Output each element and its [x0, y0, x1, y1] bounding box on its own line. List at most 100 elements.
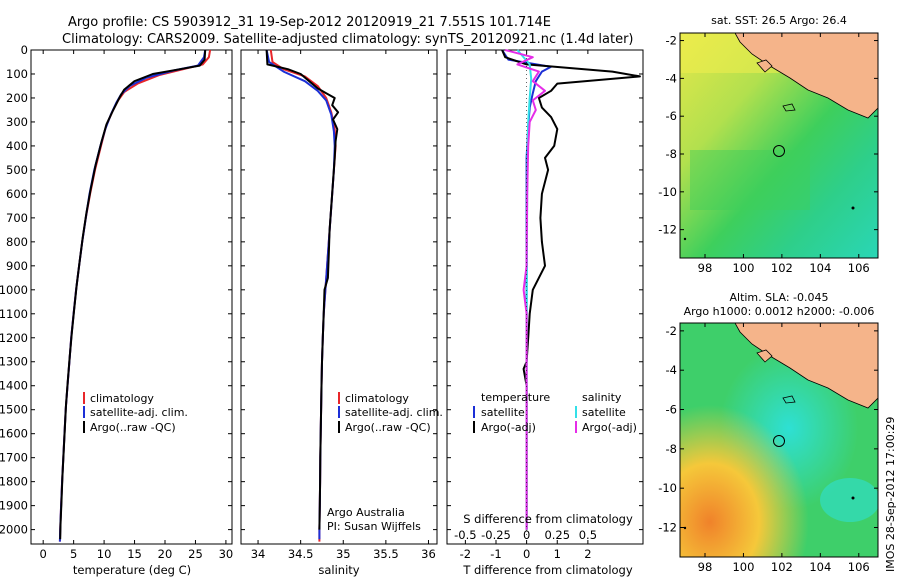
- difference-profile-lines: [501, 49, 641, 544]
- x-tick-label: 0: [523, 547, 530, 561]
- x-tick-label: 5: [70, 547, 77, 561]
- legend-label-t-argo: Argo(-adj): [481, 421, 536, 434]
- salinity-xlabel: salinity: [318, 563, 359, 577]
- map-y-tick-label: -12: [658, 521, 677, 535]
- map-y-tick-label: -6: [666, 403, 677, 417]
- x-tick-label: 34.5: [288, 547, 314, 561]
- sst-map-title: sat. SST: 26.5 Argo: 26.4: [711, 14, 847, 27]
- map-y-tick-label: -2: [666, 34, 677, 48]
- map-y-tick-label: -12: [658, 223, 677, 237]
- attribution-line1: Argo Australia: [327, 506, 405, 519]
- series-line-satellite: [58, 49, 207, 542]
- map-x-tick-label: 106: [848, 560, 870, 574]
- salinity-ticks: 34 34.5 35 35.5 36: [241, 49, 437, 561]
- x-tick-label: 20: [158, 547, 173, 561]
- y-tick-label: 0: [21, 43, 28, 57]
- sla-map-ticks: 98 100 102 104 106 -2 -4 -6 -8 -10 -12: [658, 323, 878, 574]
- series-line-argo: [265, 49, 340, 530]
- x-tick-label: 30: [219, 547, 234, 561]
- temperature-legend: climatology satellite-adj. clim. Argo(..…: [83, 392, 188, 434]
- salinity-legend: climatology satellite-adj. clim. Argo(..…: [338, 392, 443, 434]
- x-tick-label: 15: [127, 547, 142, 561]
- x-tick-label: -2: [460, 547, 471, 561]
- sla-map: [680, 323, 878, 557]
- difference-ticks: -2 -1 0 1 2-0.5 -0.25 0 0.25 0.5: [447, 49, 643, 561]
- map-y-tick-label: -10: [658, 481, 677, 495]
- figure-title-line2: Climatology: CARS2009. Satellite-adjuste…: [62, 32, 634, 47]
- y-tick-label: 1700: [0, 451, 28, 465]
- y-tick-label: 1500: [0, 403, 28, 417]
- x-tick-label: 35.5: [373, 547, 399, 561]
- sst-mid-band: [690, 150, 810, 210]
- y-tick-label: 500: [6, 163, 28, 177]
- salinity-axes: [240, 49, 438, 545]
- x-tick-label: 36: [421, 547, 436, 561]
- s-tick-label: -0.5: [454, 528, 476, 542]
- island: [782, 103, 796, 112]
- s-tick-label: 0.5: [579, 528, 597, 542]
- y-tick-label: 1100: [0, 307, 28, 321]
- land-sumatra: [734, 33, 878, 119]
- map-y-tick-label: -8: [666, 147, 677, 161]
- difference-xlabel-top: S difference from climatology: [463, 512, 633, 526]
- argo-position-marker: [773, 435, 785, 447]
- map-x-tick-label: 100: [732, 261, 754, 275]
- temperature-ticks: 0100200300400500600700800900100011001200…: [0, 43, 233, 561]
- y-tick-label: 1600: [0, 427, 28, 441]
- x-tick-label: 10: [97, 547, 112, 561]
- island-dot: [683, 526, 687, 530]
- legend-label-climatology: climatology: [90, 392, 154, 405]
- map-y-tick-label: -10: [658, 185, 677, 199]
- island-dot: [851, 206, 855, 210]
- map-x-tick-label: 102: [771, 560, 793, 574]
- map-x-tick-label: 102: [771, 261, 793, 275]
- legend-label-s-argo: Argo(-adj): [582, 421, 637, 434]
- legend-label-argo: Argo(..raw -QC): [90, 421, 176, 434]
- map-y-tick-label: -6: [666, 109, 677, 123]
- s-tick-label: -0.25: [481, 528, 511, 542]
- temperature-axes: [30, 49, 233, 545]
- y-tick-label: 1400: [0, 379, 28, 393]
- sst-map-frame: [679, 32, 879, 259]
- map-y-tick-label: -4: [666, 71, 677, 85]
- series-line-argo_salinity: [504, 49, 546, 530]
- land-sumatra: [734, 323, 878, 409]
- legend-label-argo: Argo(..raw -QC): [345, 421, 431, 434]
- imos-timestamp: IMOS 28-Sep-2012 17:00:29: [884, 416, 897, 572]
- map-x-tick-label: 98: [698, 560, 713, 574]
- island-dot: [851, 496, 855, 500]
- legend-label-climatology: climatology: [345, 392, 409, 405]
- temperature-xlabel: temperature (deg C): [73, 563, 191, 577]
- legend-label-satellite: satellite-adj. clim.: [345, 406, 443, 419]
- sst-map: [680, 33, 878, 258]
- legend-label-s-satellite: satellite: [582, 406, 626, 419]
- y-tick-label: 600: [6, 187, 28, 201]
- map-x-tick-label: 104: [809, 560, 831, 574]
- map-y-tick-label: -2: [666, 324, 677, 338]
- s-tick-label: 0.25: [544, 528, 570, 542]
- y-tick-label: 300: [6, 115, 28, 129]
- map-x-tick-label: 100: [732, 560, 754, 574]
- series-line-climatology: [58, 49, 212, 542]
- y-tick-label: 1800: [0, 475, 28, 489]
- figure-title-line1: Argo profile: CS 5903912_31 19-Sep-2012 …: [68, 15, 551, 30]
- legend-label-satellite: satellite-adj. clim.: [90, 406, 188, 419]
- map-x-tick-label: 104: [809, 261, 831, 275]
- x-tick-label: 2: [584, 547, 591, 561]
- sla-eddy: [820, 478, 878, 522]
- difference-axes: [446, 49, 644, 545]
- difference-xlabel: T difference from climatology: [462, 563, 633, 577]
- sla-map-title-line1: Altim. SLA: -0.045: [729, 291, 828, 304]
- legend-label-t-satellite: satellite: [481, 406, 525, 419]
- y-tick-label: 1300: [0, 355, 28, 369]
- island: [756, 59, 773, 73]
- island: [782, 395, 796, 404]
- map-y-tick-label: -4: [666, 363, 677, 377]
- y-tick-label: 400: [6, 139, 28, 153]
- y-tick-label: 200: [6, 91, 28, 105]
- sla-map-frame: [679, 322, 879, 558]
- island: [756, 349, 773, 363]
- series-line-argo: [59, 49, 207, 540]
- x-tick-label: 0: [40, 547, 47, 561]
